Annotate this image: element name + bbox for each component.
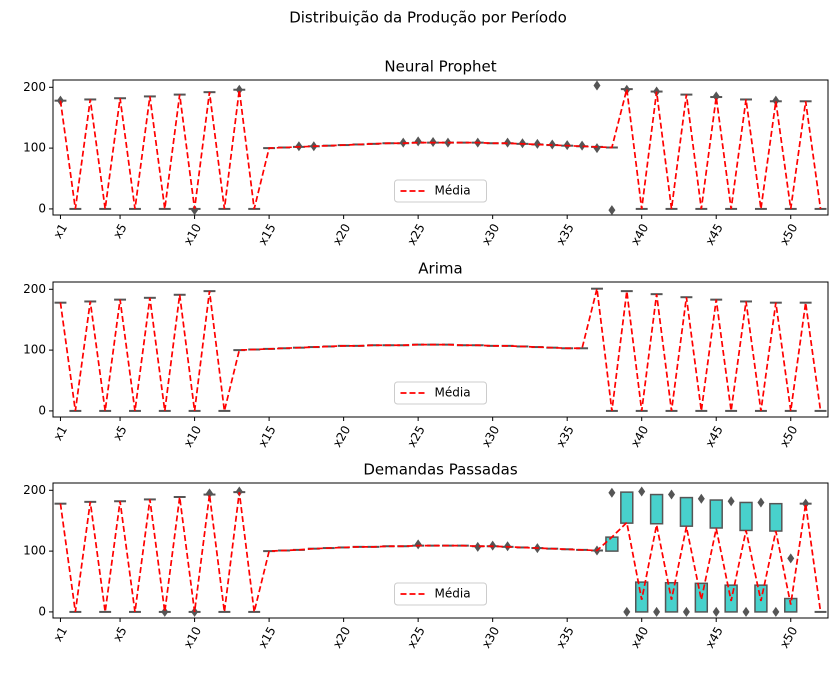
outlier [474,541,482,552]
outlier [712,91,720,102]
y-tick-label: 0 [38,604,46,618]
box [679,496,694,527]
outlier [593,143,601,154]
x-tick-label: x10 [181,423,204,449]
legend-box [394,381,487,405]
box [605,536,619,552]
x-tick-label: x20 [330,221,353,247]
x-tick-label: x5 [110,624,129,644]
outlier [191,205,199,216]
outlier [533,138,541,149]
x-tick-label: x1 [51,624,70,644]
box [769,502,783,532]
mean-line [59,492,822,613]
x-tick-label: x30 [479,221,502,247]
outlier [578,140,586,151]
figure-title: Distribuição da Produção por Período [289,9,567,27]
plot-frame [52,281,829,418]
legend-label: Média [435,386,471,400]
x-tick-label: x45 [703,624,726,650]
outlier [757,497,765,508]
legend-label: Média [435,587,471,601]
outlier [742,606,750,617]
box [649,493,664,525]
outlier [787,553,795,564]
outlier [772,606,780,617]
x-tick-label: x1 [51,221,70,241]
y-tick-label: 0 [38,201,46,215]
y-tick-label: 100 [23,343,46,357]
x-tick-label: x35 [554,423,577,449]
box [709,499,723,529]
outlier [712,606,720,617]
y-tick-label: 100 [23,141,46,155]
x-tick-label: x5 [110,221,129,241]
legend-box [394,179,487,203]
y-tick-label: 100 [23,544,46,558]
plot-frame [52,482,829,619]
x-tick-label: x10 [181,624,204,650]
outlier [161,606,169,617]
outlier [727,496,735,507]
outlier [608,487,616,498]
outlier [668,489,676,500]
x-tick-label: x40 [628,423,651,449]
subplot-title: Arima [418,260,462,278]
y-tick-label: 200 [23,483,46,497]
x-tick-label: x35 [554,624,577,650]
box [620,491,634,524]
outlier [653,606,661,617]
x-tick-label: x50 [777,423,800,449]
x-tick-label: x45 [703,423,726,449]
x-tick-label: x50 [777,221,800,247]
x-tick-label: x30 [479,624,502,650]
outlier [802,498,810,509]
x-tick-label: x25 [404,221,427,247]
outlier [414,539,422,550]
y-tick-label: 200 [23,80,46,94]
subplot-title: Neural Prophet [384,58,496,76]
outlier [697,493,705,504]
outlier [608,205,616,216]
x-tick-label: x40 [628,221,651,247]
outlier [235,486,243,497]
x-tick-label: x25 [404,624,427,650]
x-tick-label: x5 [110,423,129,443]
subplot-title: Demandas Passadas [363,461,517,479]
x-tick-label: x20 [330,423,353,449]
x-tick-label: x25 [404,423,427,449]
x-tick-label: x20 [330,624,353,650]
y-tick-label: 200 [23,282,46,296]
x-tick-label: x50 [777,624,800,650]
mean-line [59,88,822,210]
legend-label: Média [435,184,471,198]
outlier [682,606,690,617]
x-tick-label: x30 [479,423,502,449]
outlier [414,136,422,147]
outlier [235,84,243,95]
x-tick-label: x10 [181,221,204,247]
x-tick-label: x1 [51,423,70,443]
outlier [772,95,780,106]
outlier [205,488,213,499]
outlier [623,606,631,617]
outlier [638,486,646,497]
x-tick-label: x15 [255,221,278,247]
y-tick-label: 0 [38,403,46,417]
x-tick-label: x45 [703,221,726,247]
x-tick-label: x40 [628,624,651,650]
box [739,501,753,532]
plot-frame [52,79,829,216]
legend-box [394,582,487,606]
x-tick-label: x35 [554,221,577,247]
x-tick-label: x15 [255,423,278,449]
outlier [593,80,601,91]
x-tick-label: x15 [255,624,278,650]
box [784,597,798,613]
mean-line [59,288,822,412]
